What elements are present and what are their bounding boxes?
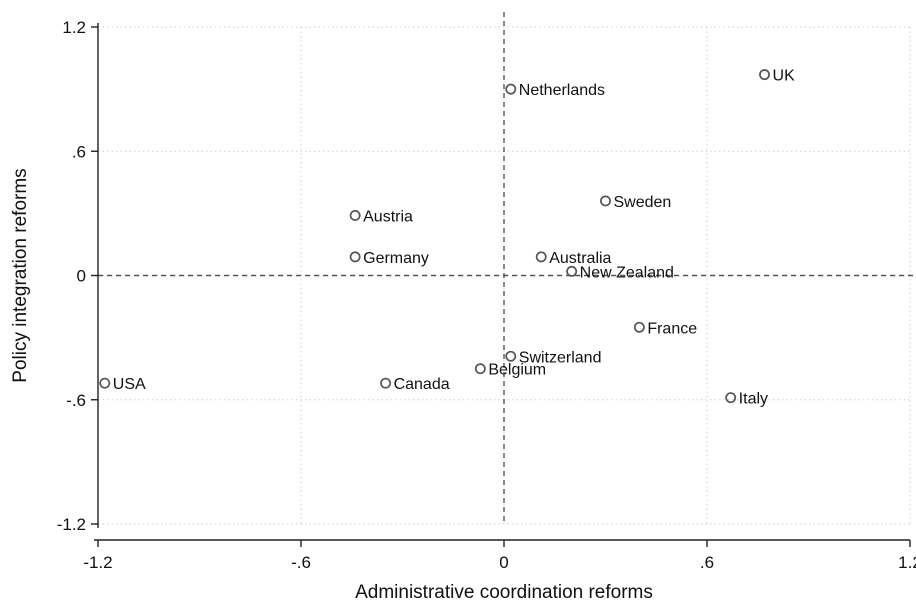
- data-point: [725, 392, 737, 404]
- x-axis-ticks: -1.2 -.6 0 .6 1.2: [83, 540, 916, 572]
- data-point: [505, 83, 517, 95]
- data-points: UK Netherlands Sweden Austria Germany Austral…: [99, 68, 796, 408]
- y-tick-label: 1.2: [62, 18, 86, 37]
- data-point: [633, 321, 645, 333]
- data-point: [566, 265, 578, 277]
- data-point-label: Australia: [549, 250, 611, 267]
- x-tick-label: 1.2: [898, 553, 916, 572]
- data-point: [474, 363, 486, 375]
- x-tick-label: 0: [499, 553, 508, 572]
- data-point-label: USA: [113, 376, 146, 393]
- data-point-label: Netherlands: [519, 82, 605, 99]
- x-tick-label: -1.2: [83, 553, 112, 572]
- data-point: [759, 69, 770, 81]
- x-tick-label: .6: [700, 553, 714, 572]
- data-point-label: Switzerland: [519, 349, 602, 366]
- x-tick-label: -.6: [291, 553, 311, 572]
- data-point-label: Germany: [363, 250, 429, 267]
- data-point: [380, 377, 392, 389]
- axes: [94, 23, 910, 541]
- y-tick-label: 0: [77, 267, 86, 286]
- data-point: [349, 209, 361, 221]
- data-point: [99, 377, 111, 389]
- data-point-label: New Zealand: [580, 264, 674, 281]
- data-point: [535, 251, 547, 263]
- data-point-label: France: [647, 320, 697, 337]
- data-point: [349, 251, 361, 263]
- reference-lines: [98, 12, 914, 524]
- data-point: [600, 195, 611, 207]
- data-point-label: Belgium: [488, 362, 546, 379]
- y-tick-label: .6: [72, 142, 86, 161]
- data-point-label: Italy: [739, 391, 768, 408]
- y-axis-ticks: -1.2 -.6 0 .6 1.2: [57, 18, 98, 534]
- y-tick-label: -.6: [66, 391, 86, 410]
- data-point-label: Sweden: [614, 194, 672, 211]
- data-point-label: UK: [773, 68, 796, 85]
- data-point: [505, 350, 517, 362]
- data-point-label: Austria: [363, 208, 413, 225]
- y-axis-title: Policy integration reforms: [10, 168, 31, 382]
- y-tick-label: -1.2: [57, 515, 86, 534]
- data-point-label: Canada: [394, 376, 450, 393]
- x-axis-title: Administrative coordination reforms: [355, 582, 653, 603]
